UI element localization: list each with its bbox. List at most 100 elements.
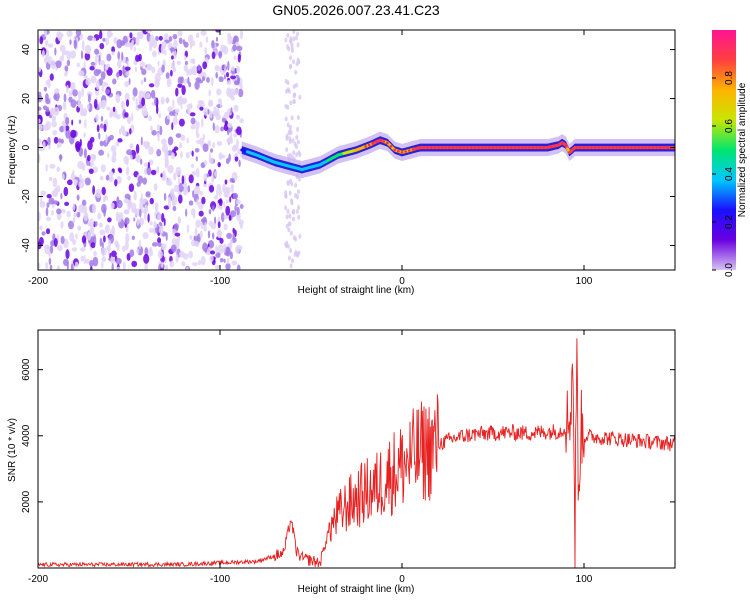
noise-speck bbox=[223, 258, 226, 263]
ridge-peak bbox=[448, 146, 451, 149]
noise-speck bbox=[53, 238, 58, 247]
noise-speck bbox=[101, 241, 104, 248]
noise-speck bbox=[40, 196, 43, 204]
noise-speck bbox=[148, 115, 152, 122]
noise-speck bbox=[191, 262, 198, 267]
ridge-peak bbox=[451, 146, 455, 149]
noise-speck bbox=[92, 185, 95, 195]
noise-speck bbox=[139, 61, 146, 68]
noise-speck bbox=[136, 31, 143, 37]
noise-speck bbox=[217, 221, 221, 229]
noise-speck bbox=[99, 176, 104, 181]
noise-speck bbox=[127, 202, 133, 208]
noise-speck bbox=[53, 187, 58, 198]
noise-speck bbox=[231, 185, 234, 194]
noise-speck bbox=[131, 235, 135, 240]
noise-speck bbox=[141, 68, 147, 76]
noise-speck bbox=[290, 181, 294, 187]
noise-speck bbox=[68, 90, 73, 97]
noise-speck bbox=[92, 203, 97, 214]
chart-title: GN05.2026.007.23.41.C23 bbox=[272, 2, 440, 18]
noise-speck bbox=[115, 141, 120, 147]
ridge-peak bbox=[557, 143, 560, 147]
noise-speck bbox=[156, 105, 159, 115]
noise-speck bbox=[191, 65, 198, 76]
noise-speck bbox=[165, 264, 169, 270]
noise-speck bbox=[54, 88, 60, 94]
noise-speck bbox=[145, 92, 151, 99]
noise-speck bbox=[207, 230, 211, 239]
ridge-peak bbox=[426, 146, 429, 149]
noise-speck bbox=[87, 93, 91, 103]
colorbar-tick-label: 0.2 bbox=[724, 215, 735, 229]
noise-speck bbox=[116, 242, 120, 250]
noise-speck bbox=[149, 227, 155, 233]
noise-speck bbox=[240, 84, 243, 90]
ridge-peak bbox=[440, 146, 444, 149]
noise-speck bbox=[141, 192, 143, 203]
noise-speck bbox=[38, 106, 42, 111]
ridge-peak bbox=[386, 141, 389, 144]
noise-speck bbox=[52, 177, 58, 188]
ridge-peak bbox=[524, 146, 528, 149]
noise-speck bbox=[289, 55, 292, 61]
noise-speck bbox=[78, 70, 85, 77]
noise-speck bbox=[235, 245, 240, 254]
ridge-peak bbox=[433, 146, 437, 149]
noise-speck bbox=[204, 248, 208, 253]
noise-speck bbox=[285, 214, 289, 220]
noise-speck bbox=[158, 35, 163, 41]
noise-speck bbox=[292, 30, 296, 35]
noise-speck bbox=[143, 111, 149, 116]
noise-speck bbox=[140, 79, 144, 85]
noise-speck bbox=[298, 233, 302, 239]
noise-speck bbox=[294, 35, 298, 41]
ridge-peak bbox=[488, 146, 491, 149]
noise-speck bbox=[115, 257, 122, 265]
noise-speck bbox=[54, 47, 57, 56]
noise-speck bbox=[198, 210, 204, 217]
noise-speck bbox=[231, 66, 235, 72]
noise-speck bbox=[201, 196, 206, 205]
noise-speck bbox=[200, 162, 206, 169]
noise-speck bbox=[100, 115, 104, 122]
noise-speck bbox=[127, 175, 131, 181]
noise-speck bbox=[289, 263, 293, 269]
noise-speck bbox=[47, 56, 53, 65]
bottom-y-axis-label: SNR (10 * v/v) bbox=[7, 418, 18, 482]
noise-speck bbox=[186, 266, 189, 270]
noise-speck bbox=[45, 228, 51, 235]
noise-speck bbox=[192, 190, 195, 198]
y-tick-label: 4000 bbox=[21, 424, 32, 447]
noise-speck bbox=[101, 81, 109, 87]
noise-speck bbox=[129, 32, 133, 39]
ridge-peak bbox=[633, 146, 637, 149]
noise-speck bbox=[65, 249, 70, 260]
noise-speck bbox=[235, 114, 241, 120]
noise-speck bbox=[106, 136, 112, 142]
noise-speck bbox=[38, 138, 42, 144]
noise-speck bbox=[110, 202, 115, 210]
noise-speck bbox=[190, 124, 197, 130]
noise-speck bbox=[295, 82, 298, 88]
noise-speck bbox=[171, 152, 175, 160]
bottom-plot-frame bbox=[37, 329, 676, 569]
noise-speck bbox=[136, 181, 141, 187]
noise-speck bbox=[126, 149, 133, 156]
noise-speck bbox=[204, 47, 207, 55]
noise-speck bbox=[177, 216, 181, 224]
noise-speck bbox=[223, 123, 229, 132]
colorbar-tick-label: 0.0 bbox=[724, 263, 735, 277]
noise-speck bbox=[221, 69, 225, 76]
noise-speck bbox=[197, 260, 202, 266]
noise-speck bbox=[95, 114, 99, 123]
noise-speck bbox=[207, 140, 212, 147]
noise-speck bbox=[286, 44, 290, 50]
noise-speck bbox=[69, 232, 75, 242]
noise-speck bbox=[173, 184, 180, 193]
noise-speck bbox=[65, 129, 71, 139]
noise-speck bbox=[104, 64, 109, 71]
noise-speck bbox=[98, 132, 101, 140]
noise-speck bbox=[187, 34, 194, 43]
noise-speck bbox=[223, 223, 228, 231]
